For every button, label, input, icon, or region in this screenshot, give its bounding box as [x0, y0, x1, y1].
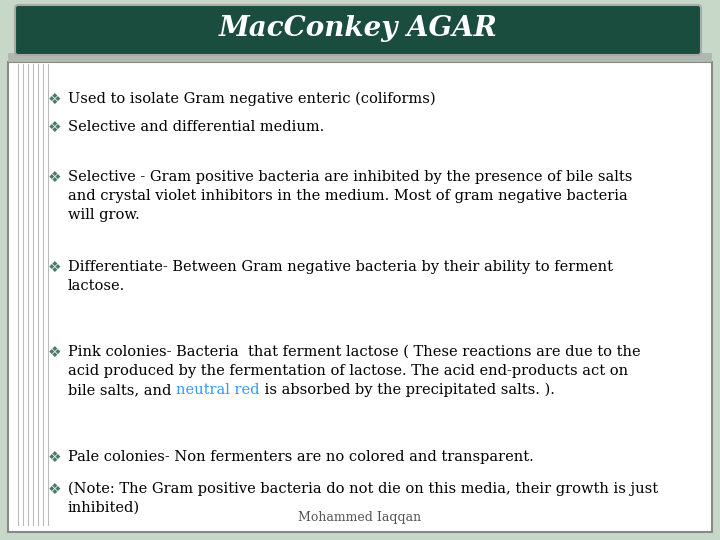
Text: ❖: ❖	[48, 345, 62, 360]
Text: bile salts, and: bile salts, and	[68, 383, 176, 397]
Text: Selective - Gram positive bacteria are inhibited by the presence of bile salts: Selective - Gram positive bacteria are i…	[68, 170, 632, 184]
Text: Differentiate- Between Gram negative bacteria by their ability to ferment: Differentiate- Between Gram negative bac…	[68, 260, 613, 274]
Text: ❖: ❖	[48, 170, 62, 185]
Text: acid produced by the fermentation of lactose. The acid end-products act on: acid produced by the fermentation of lac…	[68, 364, 628, 378]
Text: is absorbed by the precipitated salts. ).: is absorbed by the precipitated salts. )…	[259, 383, 554, 397]
Text: ❖: ❖	[48, 482, 62, 497]
FancyBboxPatch shape	[15, 5, 701, 55]
Text: Selective and differential medium.: Selective and differential medium.	[68, 120, 324, 134]
Text: ❖: ❖	[48, 92, 62, 107]
Text: and crystal violet inhibitors in the medium. Most of gram negative bacteria: and crystal violet inhibitors in the med…	[68, 189, 628, 203]
Bar	[8, 62, 712, 532]
Text: MacConkey AGAR: MacConkey AGAR	[219, 16, 498, 43]
Text: will grow.: will grow.	[68, 208, 140, 222]
Text: ❖: ❖	[48, 260, 62, 275]
Text: ❖: ❖	[48, 120, 62, 135]
Text: inhibited): inhibited)	[68, 501, 140, 515]
Text: ❖: ❖	[48, 450, 62, 465]
Text: (Note: The Gram positive bacteria do not die on this media, their growth is just: (Note: The Gram positive bacteria do not…	[68, 482, 658, 496]
Bar	[8, 53, 712, 62]
Text: Pale colonies- Non fermenters are no colored and transparent.: Pale colonies- Non fermenters are no col…	[68, 450, 534, 464]
Text: Used to isolate Gram negative enteric (coliforms): Used to isolate Gram negative enteric (c…	[68, 92, 436, 106]
Text: Mohammed Iaqqan: Mohammed Iaqqan	[298, 511, 422, 524]
Text: Pink colonies- Bacteria  that ferment lactose ( These reactions are due to the: Pink colonies- Bacteria that ferment lac…	[68, 345, 641, 359]
Text: lactose.: lactose.	[68, 279, 125, 293]
Text: neutral red: neutral red	[176, 383, 259, 397]
